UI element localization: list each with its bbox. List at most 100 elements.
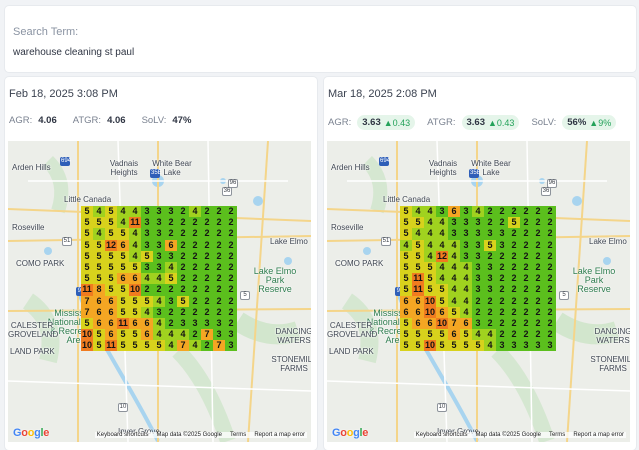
rank-cell[interactable]: 2 (520, 329, 532, 341)
heat-map[interactable]: Arden Hills Vadnais Heights White Bear Lak… (8, 141, 311, 442)
rank-cell[interactable]: 6 (412, 295, 424, 307)
rank-cell[interactable]: 4 (424, 228, 436, 240)
rank-cell[interactable]: 5 (81, 206, 93, 218)
rank-cell[interactable]: 5 (508, 217, 520, 229)
rank-cell[interactable]: 2 (201, 340, 213, 352)
rank-cell[interactable]: 4 (436, 261, 448, 274)
map-attribution-link[interactable]: Report a map error (573, 432, 624, 438)
rank-cell[interactable]: 3 (189, 317, 201, 330)
rank-cell[interactable]: 5 (436, 329, 448, 341)
rank-cell[interactable]: 2 (508, 284, 520, 296)
rank-cell[interactable]: 3 (165, 295, 177, 307)
rank-cell[interactable]: 2 (165, 317, 177, 330)
rank-cell[interactable]: 2 (484, 306, 496, 318)
rank-cell[interactable]: 2 (508, 329, 520, 341)
rank-cell[interactable]: 4 (141, 306, 153, 318)
rank-cell[interactable]: 3 (177, 317, 189, 330)
rank-cell[interactable]: 6 (117, 239, 129, 251)
map-attribution-link[interactable]: Terms (229, 432, 247, 438)
rank-cell[interactable]: 5 (117, 228, 129, 240)
rank-cell[interactable]: 12 (436, 250, 448, 262)
rank-cell[interactable]: 2 (225, 250, 237, 262)
rank-cell[interactable]: 11 (412, 273, 424, 285)
rank-cell[interactable]: 2 (201, 295, 213, 307)
rank-cell[interactable]: 2 (225, 284, 237, 296)
rank-cell[interactable]: 2 (496, 329, 508, 341)
rank-cell[interactable]: 5 (93, 329, 105, 341)
rank-cell[interactable]: 3 (448, 217, 460, 229)
rank-cell[interactable]: 5 (117, 329, 129, 341)
rank-cell[interactable]: 10 (436, 317, 448, 330)
rank-cell[interactable]: 2 (496, 295, 508, 307)
rank-cell[interactable]: 2 (189, 306, 201, 318)
rank-cell[interactable]: 4 (153, 329, 165, 341)
rank-cell[interactable]: 2 (177, 239, 189, 251)
rank-cell[interactable]: 3 (153, 239, 165, 251)
rank-cell[interactable]: 6 (400, 295, 412, 307)
rank-cell[interactable]: 5 (141, 340, 153, 352)
rank-cell[interactable]: 2 (544, 250, 556, 262)
rank-cell[interactable]: 4 (153, 295, 165, 307)
rank-cell[interactable]: 4 (448, 250, 460, 262)
rank-cell[interactable]: 2 (532, 217, 544, 229)
rank-cell[interactable]: 3 (460, 217, 472, 229)
rank-cell[interactable]: 5 (93, 250, 105, 262)
rank-cell[interactable]: 5 (153, 340, 165, 352)
rank-cell[interactable]: 6 (448, 206, 460, 218)
rank-cell[interactable]: 6 (105, 295, 117, 307)
rank-cell[interactable]: 2 (201, 261, 213, 274)
rank-cell[interactable]: 5 (400, 329, 412, 341)
rank-cell[interactable]: 5 (129, 295, 141, 307)
rank-cell[interactable]: 5 (400, 340, 412, 352)
rank-cell[interactable]: 2 (201, 206, 213, 218)
rank-cell[interactable]: 5 (81, 317, 93, 330)
rank-cell[interactable]: 2 (544, 206, 556, 218)
rank-cell[interactable]: 2 (508, 250, 520, 262)
rank-cell[interactable]: 6 (93, 306, 105, 318)
rank-cell[interactable]: 2 (189, 261, 201, 274)
rank-cell[interactable]: 3 (153, 261, 165, 274)
rank-cell[interactable]: 5 (436, 284, 448, 296)
rank-cell[interactable]: 5 (93, 261, 105, 274)
rank-cell[interactable]: 2 (532, 250, 544, 262)
rank-cell[interactable]: 2 (484, 317, 496, 330)
rank-cell[interactable]: 4 (448, 239, 460, 251)
rank-cell[interactable]: 5 (141, 250, 153, 262)
rank-cell[interactable]: 4 (117, 217, 129, 229)
rank-cell[interactable]: 2 (213, 250, 225, 262)
rank-cell[interactable]: 5 (81, 228, 93, 240)
rank-cell[interactable]: 2 (177, 261, 189, 274)
rank-cell[interactable]: 5 (81, 250, 93, 262)
rank-cell[interactable]: 6 (141, 329, 153, 341)
rank-cell[interactable]: 5 (117, 261, 129, 274)
rank-cell[interactable]: 2 (201, 217, 213, 229)
rank-cell[interactable]: 3 (496, 340, 508, 352)
rank-cell[interactable]: 2 (520, 273, 532, 285)
rank-cell[interactable]: 6 (412, 317, 424, 330)
rank-cell[interactable]: 3 (460, 239, 472, 251)
rank-cell[interactable]: 2 (177, 206, 189, 218)
rank-cell[interactable]: 6 (424, 317, 436, 330)
rank-cell[interactable]: 2 (532, 206, 544, 218)
rank-cell[interactable]: 2 (189, 217, 201, 229)
rank-cell[interactable]: 2 (544, 284, 556, 296)
rank-cell[interactable]: 3 (165, 250, 177, 262)
rank-cell[interactable]: 2 (213, 228, 225, 240)
rank-cell[interactable]: 4 (165, 261, 177, 274)
rank-cell[interactable]: 7 (201, 329, 213, 341)
rank-cell[interactable]: 12 (105, 239, 117, 251)
rank-cell[interactable]: 5 (460, 329, 472, 341)
rank-cell[interactable]: 2 (532, 295, 544, 307)
rank-cell[interactable]: 2 (213, 306, 225, 318)
rank-cell[interactable]: 2 (225, 239, 237, 251)
rank-cell[interactable]: 6 (436, 306, 448, 318)
rank-cell[interactable]: 3 (520, 340, 532, 352)
rank-cell[interactable]: 7 (81, 306, 93, 318)
rank-cell[interactable]: 5 (105, 273, 117, 285)
rank-cell[interactable]: 4 (448, 284, 460, 296)
heat-map[interactable]: Arden Hills Vadnais Heights White Bear Lak… (327, 141, 630, 442)
rank-cell[interactable]: 4 (93, 228, 105, 240)
rank-cell[interactable]: 3 (141, 206, 153, 218)
rank-cell[interactable]: 5 (460, 340, 472, 352)
rank-cell[interactable]: 10 (424, 340, 436, 352)
